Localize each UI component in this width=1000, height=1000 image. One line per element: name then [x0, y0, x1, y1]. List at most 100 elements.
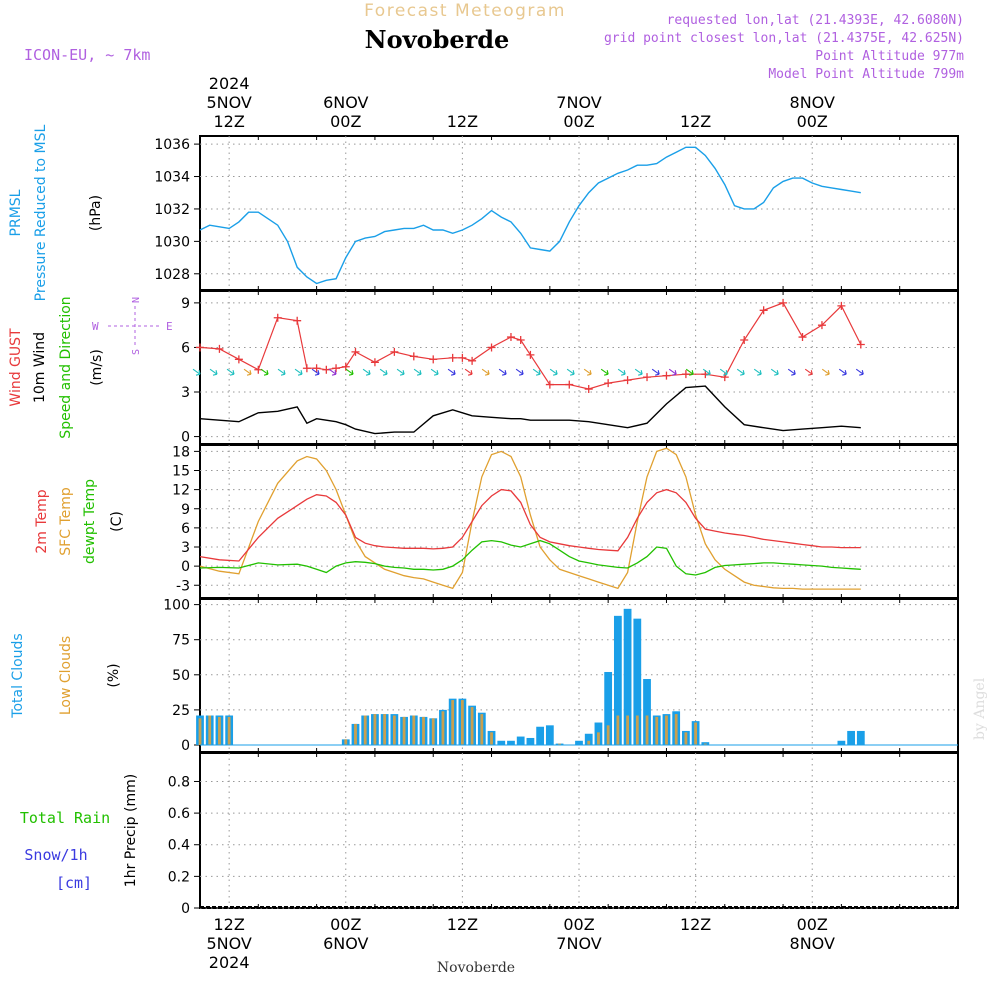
- y-tick-label: 0: [181, 738, 190, 754]
- low-clouds-bar: [703, 743, 707, 745]
- panel-label-wind: Wind GUST: [8, 328, 24, 407]
- wind-direction-arrow: [277, 368, 286, 376]
- low-clouds-bar: [480, 714, 484, 745]
- wind-direction-arrow: [209, 368, 218, 376]
- panel-label-clouds: Total Clouds: [10, 633, 26, 718]
- low-clouds-bar: [684, 732, 688, 745]
- low-clouds-bar: [665, 715, 668, 745]
- bottom-axis-label: 12Z: [213, 915, 244, 934]
- total-clouds-bar: [643, 679, 651, 745]
- y-tick-label: 3: [181, 540, 190, 556]
- wind-direction-arrow: [583, 368, 592, 376]
- wind-direction-arrow: [685, 368, 694, 376]
- wind-direction-arrow: [481, 368, 490, 376]
- watermark: by Angel: [972, 677, 988, 740]
- wind-direction-arrow: [838, 368, 847, 376]
- panel-label-temp: SFC Temp: [58, 487, 74, 556]
- precip-side-label: Snow/1h: [24, 846, 87, 864]
- low-clouds-bar: [460, 700, 464, 745]
- low-clouds-bar: [431, 718, 435, 745]
- y-tick-label: 0: [181, 559, 190, 575]
- wind-direction-arrow: [600, 368, 609, 376]
- gust-marker: [565, 380, 574, 389]
- y-tick-label: 9: [181, 296, 190, 312]
- wind-direction-arrow: [447, 368, 456, 376]
- low-clouds-bar: [392, 715, 396, 745]
- compass-e: E: [166, 320, 173, 333]
- gust-marker: [526, 350, 535, 359]
- y-tick-label: 6: [181, 521, 190, 537]
- gust-marker: [429, 355, 438, 364]
- total-clouds-bar: [584, 733, 593, 745]
- panels: 102810301032103410360369-303691215180255…: [154, 135, 959, 917]
- total-clouds-bar: [604, 671, 613, 745]
- total-clouds-bar: [623, 608, 632, 745]
- gust-marker: [273, 313, 282, 322]
- wind-direction-arrow: [804, 368, 813, 376]
- sfc-temp-line: [199, 447, 861, 590]
- wind-direction-arrow: [226, 368, 235, 376]
- header: Forecast Meteogram Novoberde ICON-EU, ~ …: [24, 1, 988, 976]
- wind-direction-arrow: [702, 368, 711, 376]
- low-clouds-bar: [645, 715, 649, 745]
- gust-marker: [817, 321, 826, 330]
- low-clouds-bar: [558, 743, 561, 745]
- y-tick-label: 0: [181, 901, 190, 917]
- wind-direction-arrow: [753, 368, 762, 376]
- top-axis-label: 12Z: [447, 112, 478, 131]
- gust-marker: [196, 343, 204, 352]
- low-clouds-bar: [606, 725, 610, 745]
- gust-marker: [302, 364, 311, 373]
- low-clouds-bar: [635, 715, 639, 745]
- wind-direction-arrow: [770, 368, 779, 376]
- y-tick-label: 0: [181, 430, 190, 446]
- wind-direction-arrow: [498, 368, 507, 376]
- wind-direction-arrow: [345, 368, 354, 376]
- wind-direction-arrow: [515, 368, 524, 376]
- total-clouds-bar: [545, 725, 554, 745]
- gust-marker: [837, 301, 846, 310]
- y-tick-label: 15: [172, 464, 190, 480]
- wind-direction-arrow: [328, 368, 337, 376]
- precip-side-label: [cm]: [56, 874, 92, 892]
- compass-cross: [108, 306, 160, 346]
- gust-marker: [332, 364, 341, 373]
- wind-speed-line: [199, 385, 861, 435]
- gust-marker: [623, 376, 632, 385]
- wind-direction-arrow: [532, 368, 541, 376]
- model-label: ICON-EU, ~ 7km: [24, 46, 150, 64]
- gust-marker: [458, 353, 467, 362]
- page-title: Novoberde: [365, 25, 510, 54]
- y-tick-label: 0.6: [168, 806, 190, 822]
- top-axis-label: 5NOV: [206, 93, 251, 112]
- wind-direction-arrow: [736, 368, 745, 376]
- low-clouds-bar: [383, 714, 387, 745]
- low-clouds-bar: [344, 739, 348, 745]
- top-axis-label: 2024: [209, 74, 250, 93]
- gust-marker: [759, 306, 768, 315]
- panel-clouds: 0 25 50 75 100: [163, 598, 959, 754]
- gust-marker: [604, 379, 613, 388]
- wind-direction-arrow: [243, 368, 252, 376]
- y-tick-label: 0.4: [168, 838, 190, 854]
- total-clouds-bar: [526, 737, 535, 745]
- wind-direction-arrow: [396, 368, 405, 376]
- panel-label-clouds: (%): [106, 663, 122, 687]
- panel-precip: 0 0.2 0.4 0.6 0.8: [168, 752, 959, 917]
- model-altitude: Model Point Altitude 799m: [768, 67, 964, 82]
- bottom-axis-label: 6NOV: [323, 934, 368, 953]
- panel-labels: PRMSL Pressure Reduced to MSL (hPa) Wind GU…: [8, 124, 173, 892]
- gust-marker: [798, 333, 807, 342]
- gust-marker: [312, 364, 321, 373]
- gust-marker: [516, 336, 525, 345]
- gust-marker: [351, 347, 360, 356]
- gust-marker: [506, 333, 515, 342]
- low-clouds-bar: [402, 716, 406, 745]
- panel-label-pressure: PRMSL: [8, 189, 24, 236]
- low-clouds-bar: [441, 711, 445, 745]
- gust-marker: [681, 370, 690, 379]
- panel-label-precip: 1hr Precip (mm): [123, 774, 139, 887]
- point-altitude: Point Altitude 977m: [815, 49, 964, 64]
